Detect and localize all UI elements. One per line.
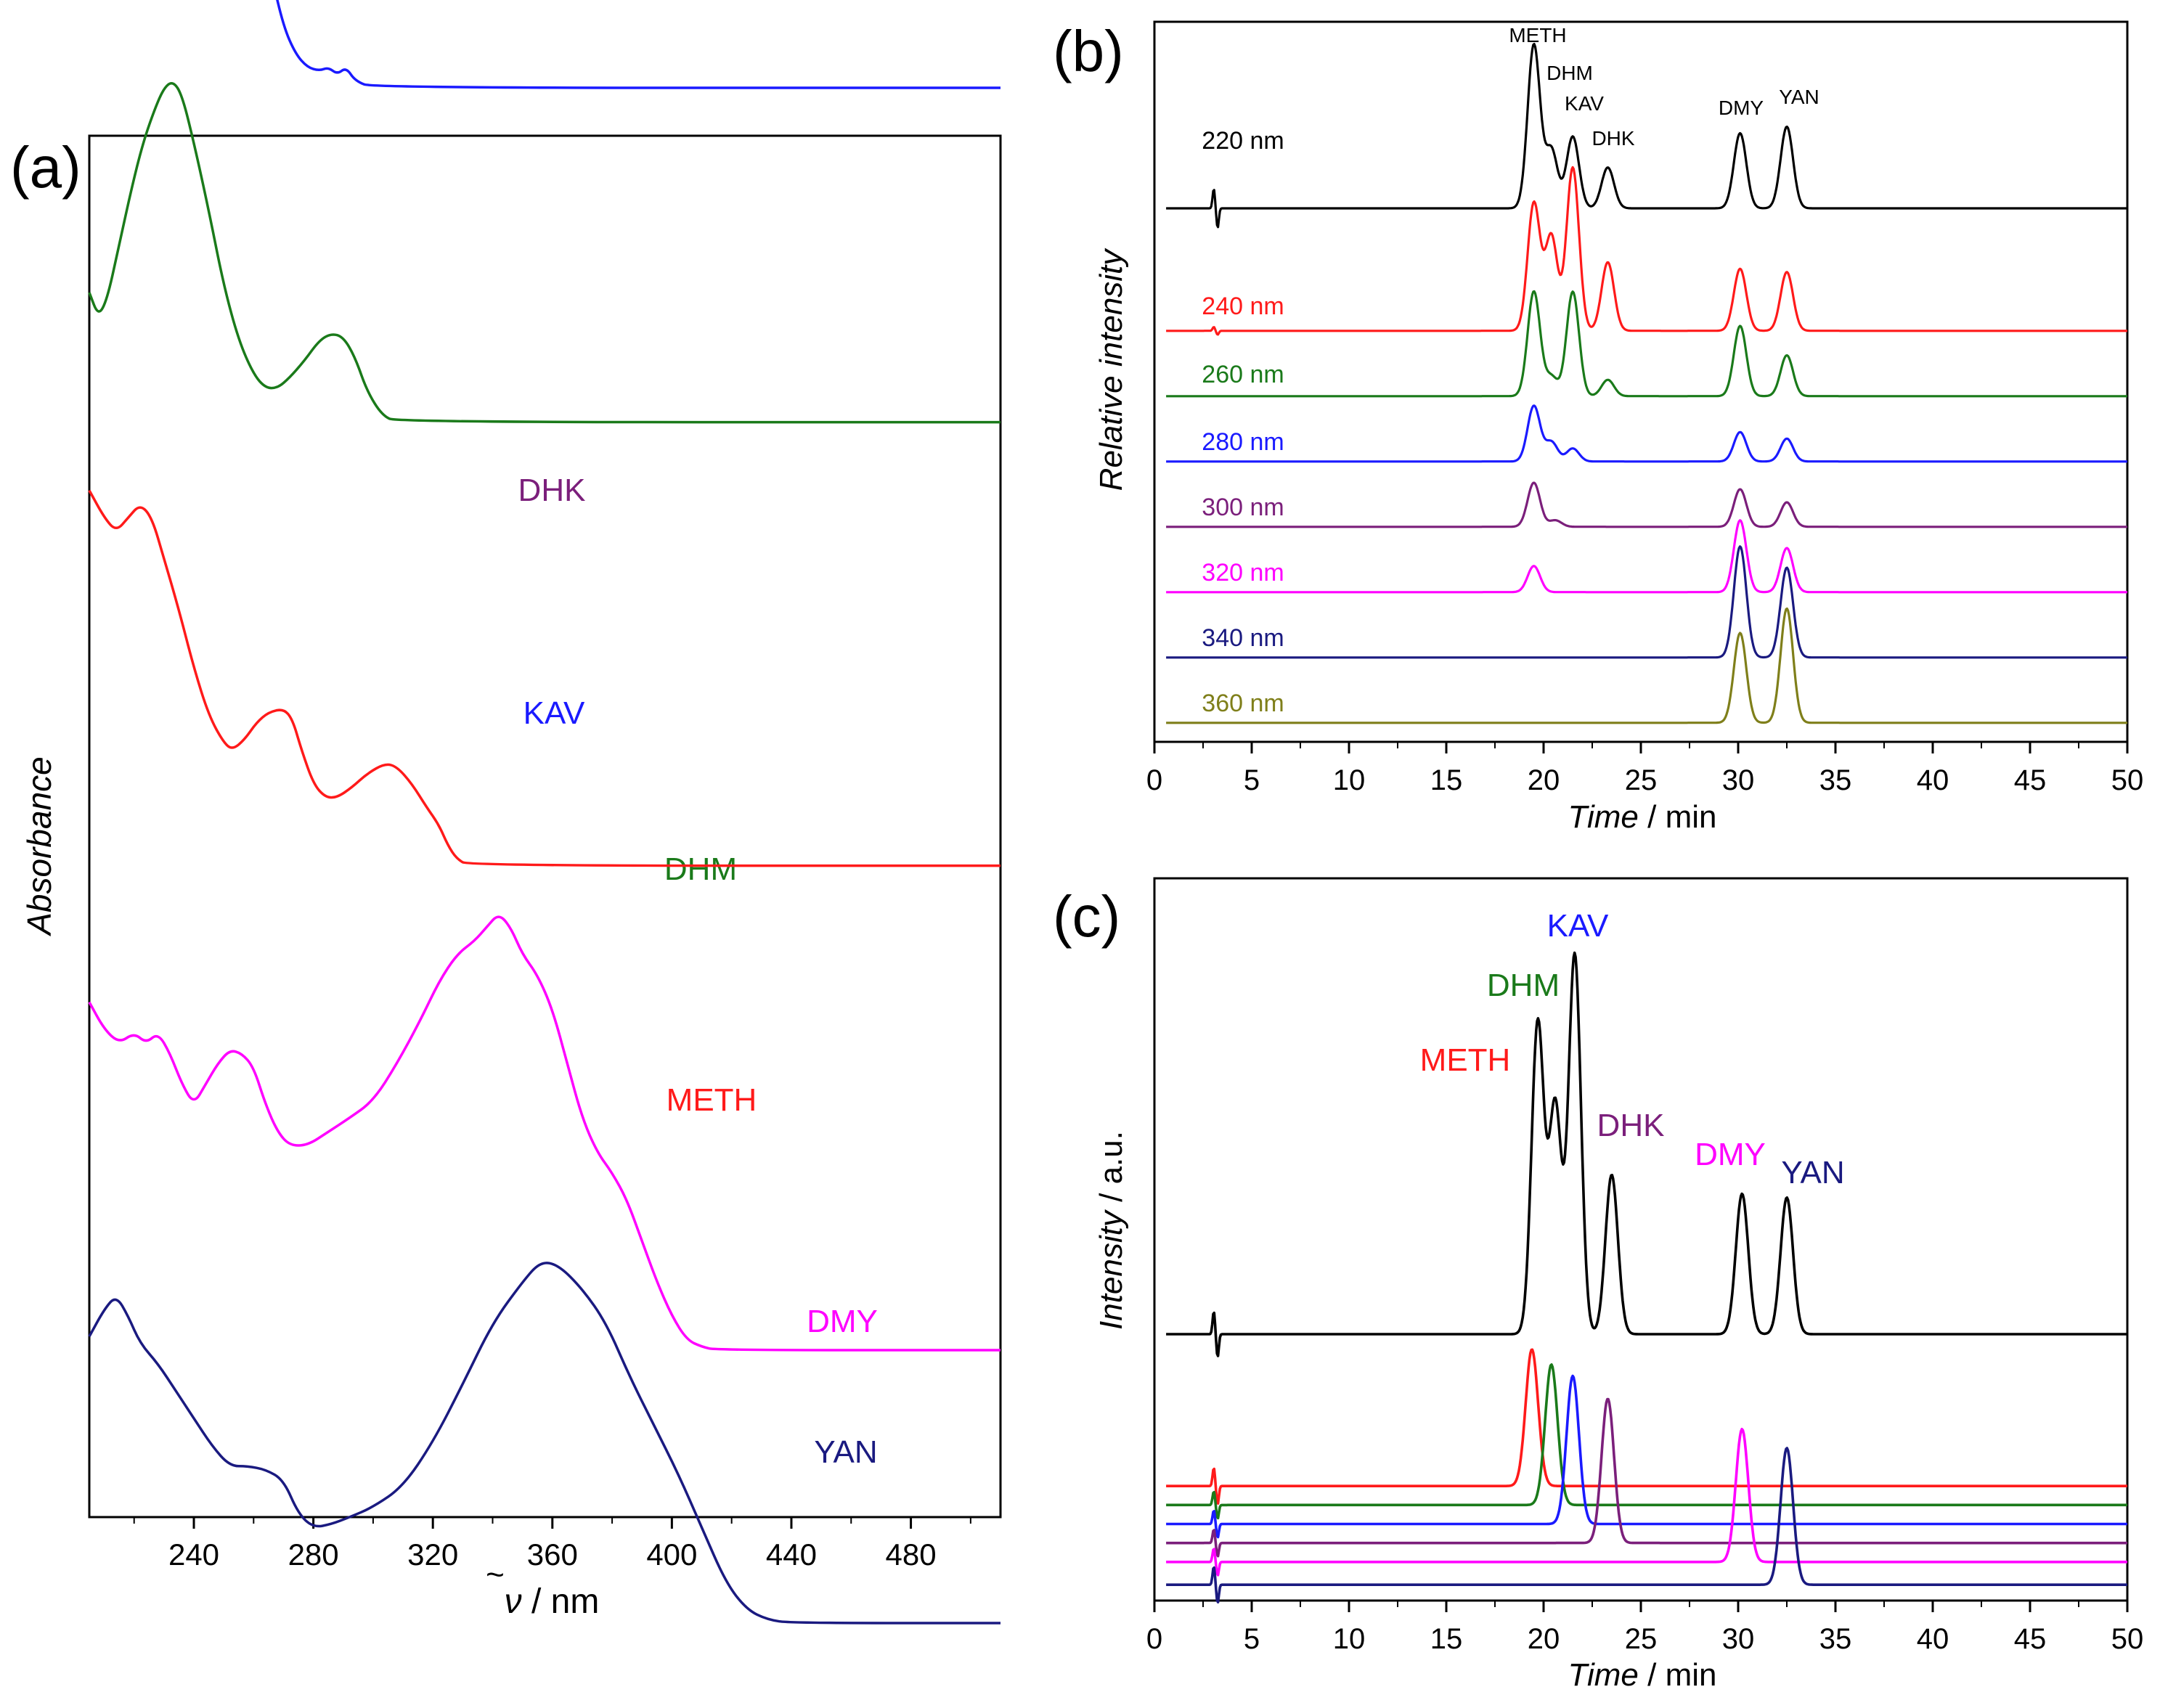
panel-a-x-tick-label: 240 xyxy=(168,1537,219,1572)
panel-c-peak-label-DHK: DHK xyxy=(1597,1108,1665,1143)
panel-b-trace-320-nm xyxy=(1165,519,2128,594)
panel-a-x-label: ν / nm xyxy=(505,1582,600,1621)
panel-b-x-tick-label: 5 xyxy=(1244,764,1260,796)
panel-a-x-tick-label: 320 xyxy=(407,1537,458,1572)
panel-b-peak-label-KAV: KAV xyxy=(1565,92,1604,115)
panel-b-x-tick-label: 50 xyxy=(2111,764,2144,796)
panel-b-x-tick-label: 35 xyxy=(1819,764,1852,796)
panel-c-peak-label-DMY: DMY xyxy=(1695,1137,1766,1172)
panel-c-peak-label-DHM: DHM xyxy=(1487,968,1560,1003)
panel-c-x-tick-label: 15 xyxy=(1430,1623,1463,1655)
panel-a-x-tick-label: 280 xyxy=(288,1537,339,1572)
panel-b-trace-360-nm xyxy=(1165,607,2128,724)
panel-b-x-label: Time / min xyxy=(1568,799,1717,835)
panel-b-trace-300-nm xyxy=(1165,481,2128,528)
panel-b-trace-label: 300 nm xyxy=(1202,494,1284,521)
panel-c-peak-label-METH: METH xyxy=(1420,1042,1511,1078)
panel-c-x-tick-label: 0 xyxy=(1146,1623,1162,1655)
panel-c-trace-METH xyxy=(1165,1348,2128,1505)
panel-b-x-tick-label: 10 xyxy=(1333,764,1366,796)
panel-b-x-tick-label: 45 xyxy=(2014,764,2047,796)
panel-c-x-label: Time / min xyxy=(1568,1657,1717,1693)
panel-c-x-tick-label: 40 xyxy=(1917,1623,1949,1655)
panel-c-x-tick-label: 25 xyxy=(1625,1623,1658,1655)
panel-a-series-label-DMY: DMY xyxy=(807,1304,878,1339)
panel-b-x-tick-label: 40 xyxy=(1917,764,1949,796)
panel-b-peak-label-METH: METH xyxy=(1509,24,1566,46)
panel-b-peak-label-DHK: DHK xyxy=(1592,127,1634,150)
panel-c-trace-mixture xyxy=(1165,951,2128,1357)
panel-c-trace-YAN xyxy=(1165,1447,2128,1603)
panel-a-x-tick-label: 400 xyxy=(646,1537,697,1572)
panel-c-label: (c) xyxy=(1053,884,1120,949)
panel-b-y-label: Relative intensity xyxy=(1093,248,1129,491)
panel-a-series-DMY xyxy=(88,915,1000,1352)
panel-b-x-tick-label: 20 xyxy=(1528,764,1560,796)
panel-b-x-tick-label: 15 xyxy=(1430,764,1463,796)
panel-b-trace-label: 360 nm xyxy=(1202,690,1284,717)
panel-b-trace-280-nm xyxy=(1165,404,2128,463)
panel-b-trace-220-nm xyxy=(1165,43,2128,229)
panel-a-x-tick-label: 360 xyxy=(527,1537,578,1572)
panel-b-trace-240-nm xyxy=(1165,166,2128,336)
panel-a-series-label-DHK: DHK xyxy=(518,473,586,508)
panel-b-trace-label: 340 nm xyxy=(1202,624,1284,652)
panel-a-x-label-tilde: ~ xyxy=(486,1557,505,1593)
panel-b-peak-label-DHM: DHM xyxy=(1546,62,1593,84)
panel-a-series-label-METH: METH xyxy=(667,1082,757,1118)
panel-b-trace-label: 320 nm xyxy=(1202,559,1284,587)
panel-a-series-METH xyxy=(88,489,1000,867)
panel-b-trace-label: 280 nm xyxy=(1202,428,1284,456)
panel-b-trace-label: 260 nm xyxy=(1202,361,1284,388)
panel-c-x-tick-label: 30 xyxy=(1722,1623,1755,1655)
panel-a-series-label-YAN: YAN xyxy=(814,1434,877,1470)
panel-c-x-tick-label: 45 xyxy=(2014,1623,2047,1655)
panel-a-x-tick-label: 440 xyxy=(766,1537,817,1572)
panel-c-x-tick-label: 5 xyxy=(1244,1623,1260,1655)
panel-c-y-label: Intensity / a.u. xyxy=(1093,1131,1129,1330)
panel-c-trace-DHM xyxy=(1165,1363,2128,1520)
panel-c-x-tick-label: 20 xyxy=(1528,1623,1560,1655)
panel-a-series-KAV xyxy=(276,0,1000,89)
panel-a-series-YAN xyxy=(88,1262,1000,1625)
panel-b-x-tick-label: 25 xyxy=(1625,764,1658,796)
panel-b-trace-label: 240 nm xyxy=(1202,293,1284,320)
panel-c-trace-DMY xyxy=(1165,1428,2128,1577)
panel-b-peak-label-YAN: YAN xyxy=(1779,86,1819,108)
panel-a-label: (a) xyxy=(10,135,81,200)
panel-c-peak-label-KAV: KAV xyxy=(1547,908,1609,944)
panel-b-trace-260-nm xyxy=(1165,290,2128,398)
panel-a-series-DHM xyxy=(88,82,1000,424)
panel-c-frame xyxy=(1153,877,2129,1602)
panel-c-trace-DHK xyxy=(1165,1397,2128,1558)
panel-c-peak-label-YAN: YAN xyxy=(1781,1155,1844,1190)
panel-a-series-label-DHM: DHM xyxy=(664,851,737,887)
panel-b-trace-label: 220 nm xyxy=(1202,127,1284,155)
panel-c-trace-KAV xyxy=(1165,1374,2128,1539)
panel-a-series-label-KAV: KAV xyxy=(523,695,585,731)
panel-c-x-tick-label: 50 xyxy=(2111,1623,2144,1655)
panel-b-x-tick-label: 30 xyxy=(1722,764,1755,796)
panel-c-x-tick-label: 35 xyxy=(1819,1623,1852,1655)
panel-a-frame xyxy=(88,134,1002,1519)
panel-b-x-tick-label: 0 xyxy=(1146,764,1162,796)
panel-c-x-tick-label: 10 xyxy=(1333,1623,1366,1655)
panel-b-label: (b) xyxy=(1053,19,1124,83)
panel-a-y-label: Absorbance xyxy=(20,756,58,937)
panel-b-frame xyxy=(1153,20,2129,743)
panel-b-trace-340-nm xyxy=(1165,545,2128,659)
panel-b-peak-label-DMY: DMY xyxy=(1719,97,1764,119)
panel-a-x-tick-label: 480 xyxy=(886,1537,937,1572)
